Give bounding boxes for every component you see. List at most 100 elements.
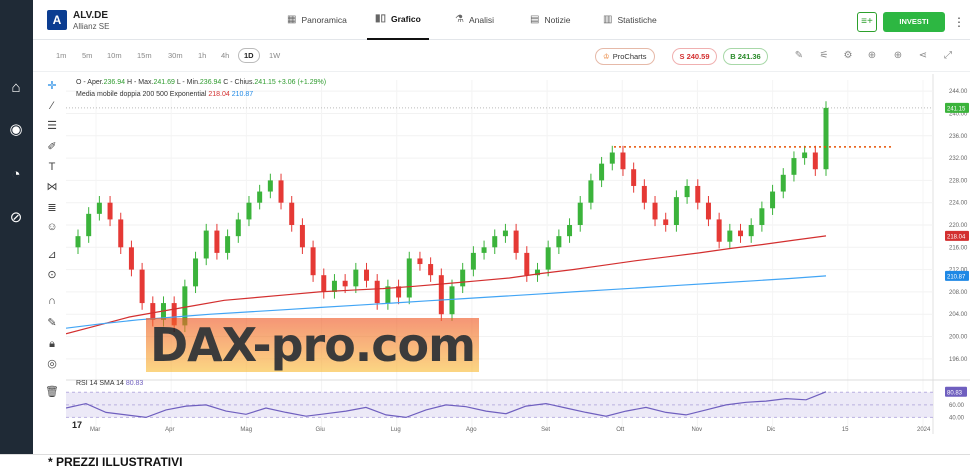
invest-button[interactable]: INVESTI [883,12,945,32]
tab-grafico[interactable]: ▮▯ Grafico [367,0,429,40]
candle-body [727,230,733,242]
candle-body [502,230,508,237]
timeframe-15m[interactable]: 15m [137,51,152,60]
eye-icon[interactable]: ◎ [47,358,57,370]
timeframe-4h[interactable]: 4h [221,51,230,60]
high-label: H - Max. [127,79,154,86]
x-tick-label: Mar [90,427,100,433]
candle-body [663,219,669,225]
pencil-icon[interactable]: ✎ [794,50,804,61]
indicators-icon[interactable]: ⚟ [819,50,829,61]
candle-body [481,247,487,253]
markets-icon[interactable]: ⊘ [9,209,23,226]
ohlc-legend: O - Aper.236.94 H - Max.241.69 L - Min.2… [76,79,326,86]
candle-body [823,107,829,170]
crosshair-icon[interactable]: ✛ [47,80,57,92]
timeframe-1m[interactable]: 1m [56,51,67,60]
candle-body [107,202,113,220]
ma500-badge-bg [945,270,969,281]
timeframe-30m[interactable]: 30m [168,51,183,60]
fullscreen-icon[interactable]: ⤢ [944,50,952,61]
candle-body [96,202,102,214]
lock-icon[interactable]: 🔒︎ [49,338,55,350]
ruler-icon[interactable]: ⊿ [47,249,57,261]
rsi-label: RSI 14 SMA 14 [76,380,124,387]
candle-body [428,264,434,276]
more-options-icon[interactable]: ⋮ [953,15,965,29]
ma200-value: 218.04 [208,91,230,98]
ma-label: Media mobile doppia 200 500 Exponential [76,91,207,98]
y-tick-label: 216.00 [949,245,968,251]
trash-icon[interactable]: 🗑︎ [45,386,59,398]
timeframe-1d[interactable]: 1D [238,48,260,63]
x-tick-label: 15 [842,427,849,433]
settings-icon[interactable]: ⚙ [843,50,853,61]
buy-button[interactable]: B 241.36 [723,48,768,65]
x-tick-label: Nov [691,427,702,433]
text-icon[interactable]: T [48,161,56,173]
x-tick-label: Mag [240,427,252,433]
candle-body [770,191,776,209]
candle-body [86,213,92,237]
emoji-icon[interactable]: ☺ [46,221,58,233]
timeframe-1w[interactable]: 1W [269,51,281,60]
candle-body [182,286,188,326]
tab-analisi[interactable]: ⚗ Analisi [455,0,494,40]
company-name: Allianz SE [73,22,110,31]
horizontal-lines-icon[interactable]: ☰ [47,120,57,132]
candle-body [257,191,263,203]
fibonacci-icon[interactable]: ≣ [47,202,57,214]
tab-label: Statistiche [617,15,657,25]
candle-body [609,152,615,164]
tab-notizie[interactable]: ▤ Notizie [530,0,570,40]
compare-icon[interactable]: ⊕ [867,50,877,61]
tab-panoramica[interactable]: ▦ Panoramica [287,0,347,40]
high-value: 241.69 [153,79,175,86]
candle-body [470,252,476,270]
rsi-line [66,391,827,419]
brush-icon[interactable]: ✐ [47,141,57,153]
share-icon[interactable]: ⋖ [918,50,928,61]
magnet-icon[interactable]: ∩ [48,295,56,307]
rsi-legend: RSI 14 SMA 14 80.83 [76,380,143,387]
rsi-badge-bg [945,386,967,397]
candle-body [417,258,423,265]
candle-body [342,280,348,287]
list-plus-icon: ≡+ [861,16,873,27]
footnote: * PREZZI ILLUSTRATIVI [48,455,183,469]
add-watchlist-button[interactable]: ≡+ [857,12,877,32]
lock-draw-icon[interactable]: ✎ [47,317,57,329]
candle-body [171,303,177,326]
candle-body [75,236,81,248]
zoom-icon[interactable]: ⊙ [47,269,57,281]
candle-body [406,258,412,298]
watchlist-icon[interactable]: ◉ [9,121,23,138]
footer-divider [0,454,970,455]
price-chart[interactable]: 196.00 200.00 204.00 208.00 212.00 216.00 220.… [66,74,970,434]
pattern-icon[interactable]: ⋈ [46,181,58,193]
timeframe-10m[interactable]: 10m [107,51,122,60]
top-nav: A ALV.DE Allianz SE ▦ Panoramica ▮▯ Graf… [33,0,970,40]
y-tick-label: 208.00 [949,290,968,296]
candle-body [748,225,754,237]
last-price-badge-bg [945,102,969,113]
candle-body [321,275,327,292]
zoom-in-icon[interactable]: ⊕ [893,50,903,61]
prochart-button[interactable]: ♔ ProCharts [595,48,655,65]
ma-legend: Media mobile doppia 200 500 Exponential … [76,91,253,98]
home-icon[interactable]: ⌂ [11,79,21,96]
candle-body [759,208,765,225]
timeframe-1h[interactable]: 1h [198,51,207,60]
x-tick-label: Set [541,427,550,433]
timeframe-5m[interactable]: 5m [82,51,93,60]
candle-body [246,202,252,220]
portfolio-icon[interactable]: ◔ [11,166,21,183]
candle-body [331,280,337,292]
ma200-line [66,235,827,335]
trendline-icon[interactable]: ⁄ [51,100,53,112]
y-tick-label: 224.00 [949,201,968,207]
tab-statistiche[interactable]: ▥ Statistiche [603,0,657,40]
sell-button[interactable]: S 240.59 [672,48,717,65]
candle-body [684,185,690,198]
close-label: C - Chius. [223,79,255,86]
